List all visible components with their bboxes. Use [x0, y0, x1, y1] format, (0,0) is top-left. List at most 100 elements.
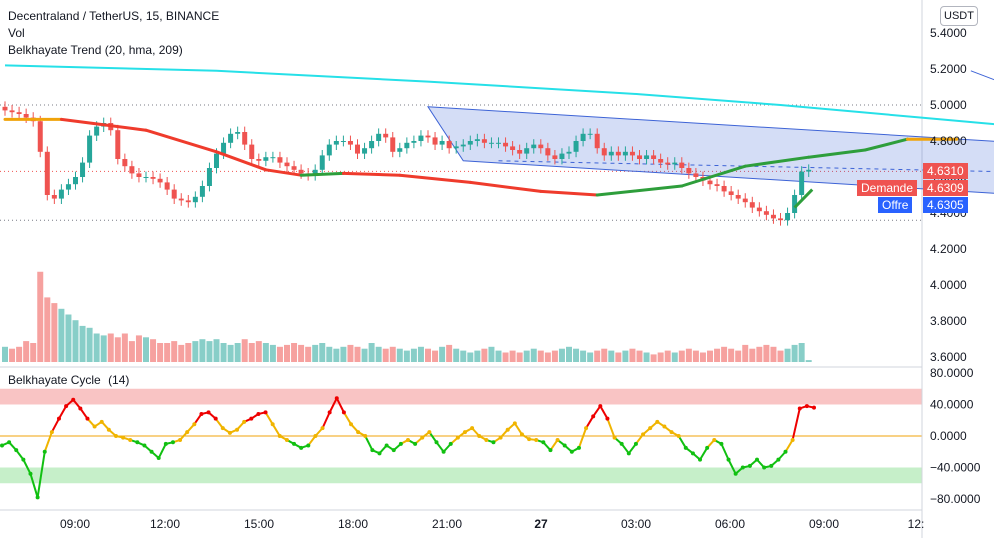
trend-legend[interactable]: Belkhayate Trend (20, hma, 209) — [8, 43, 183, 57]
cycle-point — [491, 440, 496, 445]
cycle-segment — [343, 411, 352, 425]
currency-button[interactable]: USDT — [940, 6, 978, 26]
time-tick-label: 15:00 — [244, 517, 274, 531]
volume-bar — [234, 343, 241, 362]
candle-body — [94, 126, 100, 136]
volume-bar — [629, 348, 636, 362]
symbol-title[interactable]: Decentraland / TetherUS, 15, BINANCE — [8, 9, 220, 23]
short-trend-segment — [398, 173, 472, 184]
cycle-point — [804, 404, 809, 409]
cycle-point — [213, 416, 218, 421]
cycle-point — [676, 434, 681, 438]
cycle-point — [277, 434, 282, 438]
price-tick-label: 5.4000 — [930, 26, 967, 40]
candle-body — [453, 146, 459, 149]
candle-body — [242, 132, 248, 145]
candle-body — [249, 144, 255, 159]
volume-bar — [608, 350, 615, 362]
cycle-point — [406, 437, 410, 442]
cycle-point — [235, 427, 240, 432]
candle-body — [411, 141, 417, 143]
cycle-point — [812, 405, 816, 410]
price-tick-label: 4.2000 — [930, 242, 967, 256]
cycle-point — [434, 440, 439, 445]
cycle-point — [341, 410, 346, 415]
cycle-segment — [29, 473, 39, 498]
candle-body — [517, 150, 523, 154]
candle-body — [594, 133, 600, 149]
candle-body — [615, 151, 621, 156]
volume-bar — [594, 350, 601, 362]
volume-legend[interactable]: Vol — [8, 26, 25, 40]
candle-body — [383, 133, 389, 138]
cycle-point — [377, 451, 382, 456]
cycle-legend-param: (14) — [108, 373, 130, 387]
candle-body — [23, 114, 29, 118]
candle-body — [221, 142, 227, 154]
cycle-point — [178, 437, 183, 442]
cycle-point — [584, 426, 589, 431]
bid-price-tag: 4.6309 — [923, 180, 968, 196]
cycle-point — [398, 441, 403, 446]
cycle-segment — [791, 408, 801, 441]
cycle-point — [641, 432, 646, 437]
cycle-segment — [585, 415, 595, 429]
cycle-point — [477, 434, 482, 438]
time-tick-label: 12: — [908, 517, 925, 531]
cycle-point — [163, 441, 168, 446]
price-tick-label: 3.8000 — [930, 314, 967, 328]
volume-bar — [291, 343, 298, 362]
short-trend-segment — [743, 155, 811, 168]
volume-bar — [312, 344, 319, 362]
candle-body — [256, 159, 262, 161]
cycle-point — [797, 406, 802, 411]
candle-body — [9, 110, 15, 113]
cycle-point — [92, 424, 97, 429]
candle-body — [770, 214, 776, 219]
volume-bar — [298, 344, 305, 362]
oscillator-tick-label: 0.0000 — [930, 429, 967, 443]
cycle-legend[interactable]: Belkhayate Cycle (14) — [8, 373, 129, 387]
candle-body — [164, 182, 170, 190]
candle-body — [136, 173, 142, 177]
candle-body — [573, 141, 579, 152]
volume-bar — [79, 325, 86, 362]
volume-bar — [728, 348, 735, 362]
cycle-segment — [58, 405, 67, 420]
volume-bar — [777, 350, 784, 362]
candle-body — [319, 155, 325, 170]
cycle-point — [448, 441, 453, 446]
volume-bar — [37, 271, 44, 362]
time-tick-label: 21:00 — [432, 517, 462, 531]
candle-body — [206, 168, 212, 186]
cycle-segment — [364, 435, 374, 451]
candle-body — [496, 142, 501, 144]
candle-body — [58, 189, 64, 199]
candle-body — [362, 148, 368, 154]
volume-bar — [164, 343, 171, 362]
cycle-point — [619, 441, 624, 446]
cycle-point — [505, 427, 510, 432]
cycle-point — [484, 437, 489, 442]
volume-bar — [721, 346, 728, 362]
volume-bar — [23, 341, 30, 362]
cycle-point — [413, 441, 418, 446]
cycle-point — [142, 443, 147, 448]
cycle-segment — [720, 443, 730, 461]
volume-bar — [100, 335, 107, 362]
cycle-segment — [578, 427, 588, 449]
cycle-point — [726, 457, 731, 462]
volume-bar — [460, 350, 467, 362]
cycle-point — [85, 416, 90, 421]
candle-body — [665, 162, 671, 165]
volume-bar — [396, 348, 403, 362]
volume-bar — [544, 352, 551, 362]
cycle-point — [106, 427, 111, 432]
cycle-point — [384, 443, 389, 448]
volume-bar — [347, 344, 354, 362]
last-price-tag: 4.6310 — [923, 163, 968, 179]
cycle-segment — [727, 459, 737, 475]
candle-body — [340, 141, 346, 142]
cycle-point — [598, 404, 603, 409]
